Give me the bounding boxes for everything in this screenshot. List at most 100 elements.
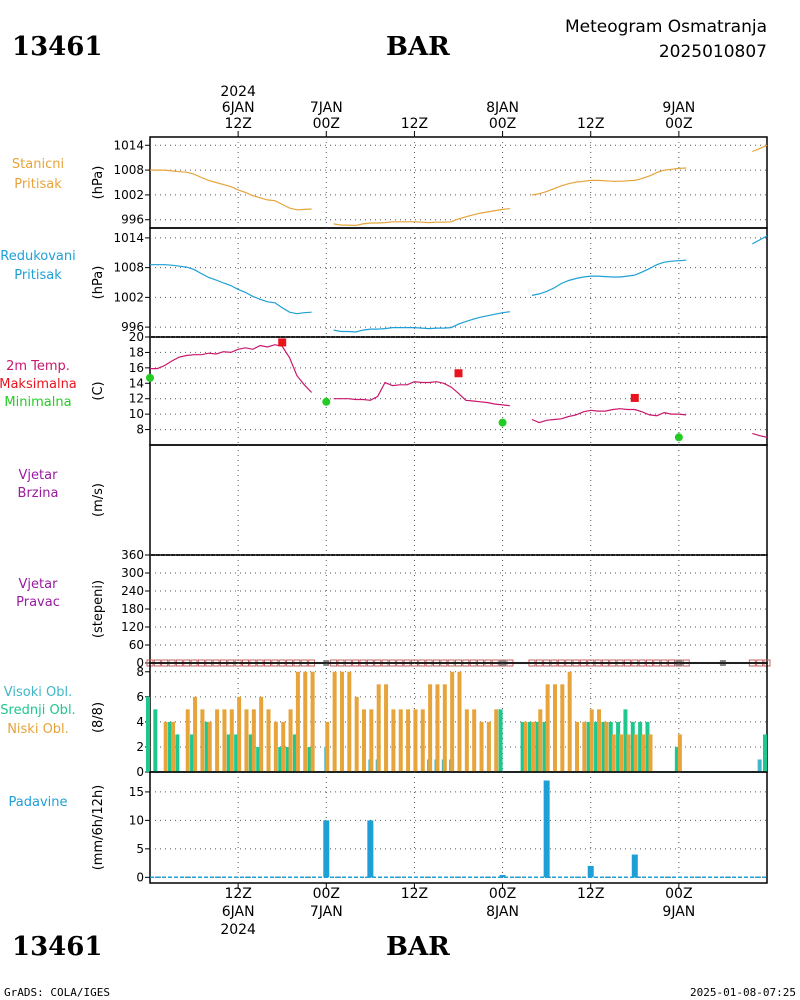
time-label-top: 00Z — [489, 116, 516, 132]
station-id-top: 13461 — [12, 32, 102, 62]
time-label-top: 2024 — [220, 84, 256, 100]
panel-wind-direction — [145, 554, 771, 667]
y-tick-label: 0 — [136, 870, 144, 884]
y-tick-label: 1014 — [113, 138, 144, 152]
panel-frame — [149, 336, 768, 446]
series-line-reduced-pressure — [333, 311, 510, 333]
panel-label: Padavine — [9, 795, 68, 810]
series-line-station-pressure — [531, 167, 687, 196]
axis-unit-label: (hPa) — [91, 166, 106, 200]
precip-bar — [499, 875, 506, 878]
cloud-bar — [542, 721, 547, 772]
cloud-bar — [630, 721, 635, 772]
y-tick-label: 10 — [129, 813, 144, 827]
panel-label: Visoki Obl. — [4, 685, 72, 700]
panel-label: Pritisak — [14, 177, 62, 192]
meteogram-title: Meteogram Osmatranja — [565, 17, 767, 37]
cloud-bar — [608, 721, 613, 772]
cloud-bar — [325, 721, 330, 772]
cloud-bar — [457, 671, 462, 772]
time-label-top: 8JAN — [486, 100, 519, 116]
cloud-bar — [406, 709, 411, 772]
cloud-bar — [310, 671, 315, 772]
cloud-bar — [523, 721, 528, 772]
y-tick-label: 1008 — [113, 163, 144, 177]
cloud-bar — [222, 709, 227, 772]
time-label-bottom: 00Z — [489, 886, 516, 902]
y-tick-label: 60 — [129, 638, 144, 652]
cloud-bar — [273, 721, 278, 772]
cloud-bar — [530, 721, 535, 772]
y-tick-label: 12 — [129, 392, 144, 406]
time-label-top: 00Z — [665, 116, 692, 132]
cloud-bar — [259, 696, 264, 772]
y-tick-label: 8 — [136, 423, 144, 437]
minimum-point — [674, 433, 683, 442]
cloud-bar — [347, 671, 352, 772]
footer-timestamp: 2025-01-08-07:25 — [690, 986, 796, 999]
panel-frame — [149, 444, 768, 556]
footer-credit: GrADS: COLA/IGES — [4, 986, 110, 999]
cloud-bar — [303, 671, 308, 772]
minimum-point — [322, 397, 331, 406]
cloud-bar — [674, 746, 679, 772]
panel-label: Pritisak — [14, 268, 62, 283]
time-label-top: 7JAN — [310, 100, 343, 116]
panel-label: Vjetar — [19, 468, 59, 483]
panel-clouds — [145, 662, 768, 773]
y-tick-label: 180 — [121, 602, 144, 616]
cloud-bar — [586, 721, 591, 772]
cloud-bar — [168, 721, 173, 772]
cloud-bar — [479, 721, 484, 772]
panel-label: Pravac — [16, 595, 60, 610]
panel-label: Niski Obl. — [7, 722, 69, 737]
series-line-temperature — [150, 344, 313, 393]
cloud-bar — [207, 721, 212, 772]
panel-label: Redukovani — [0, 249, 75, 264]
cloud-bar — [234, 734, 239, 772]
cloud-bar — [535, 721, 540, 772]
cloud-bar — [146, 696, 150, 772]
cloud-bar — [611, 734, 616, 772]
y-tick-label: 996 — [121, 213, 144, 227]
cloud-bar — [486, 721, 491, 772]
cloud-bar — [560, 684, 565, 772]
cloud-bar — [582, 721, 587, 772]
y-tick-label: 1014 — [113, 231, 144, 245]
cloud-bar — [648, 734, 653, 772]
panel-frame — [149, 227, 768, 338]
cloud-bar — [677, 734, 682, 772]
axis-unit-label: (hPa) — [91, 266, 106, 300]
station-name-bottom: BAR — [386, 932, 450, 962]
cloud-bar — [623, 709, 628, 772]
cloud-bar — [757, 759, 762, 772]
cloud-bar — [442, 684, 447, 772]
y-tick-label: 5 — [136, 842, 144, 856]
y-tick-label: 120 — [121, 620, 144, 634]
cloud-bar — [391, 709, 396, 772]
time-label-top: 12Z — [577, 116, 604, 132]
cloud-bar — [464, 709, 469, 772]
cloud-bar — [641, 734, 646, 772]
cloud-bar — [638, 721, 643, 772]
time-label-bottom: 7JAN — [310, 904, 343, 920]
y-tick-label: 10 — [129, 407, 144, 421]
y-tick-label: 1002 — [113, 188, 144, 202]
axis-unit-label: (C) — [91, 381, 106, 400]
cloud-bar — [420, 709, 425, 772]
cloud-bar — [413, 709, 418, 772]
panel-wind-speed — [149, 444, 768, 556]
cloud-bar — [604, 721, 609, 772]
time-label-top: 00Z — [313, 116, 340, 132]
panel-label: Maksimalna — [0, 377, 77, 392]
axis-unit-label: (mm/6h/12h) — [91, 785, 106, 871]
y-tick-label: 18 — [129, 345, 144, 359]
cloud-bar — [435, 684, 440, 772]
cloud-bar — [307, 746, 312, 772]
y-tick-label: 2 — [136, 740, 144, 754]
series-line-temperature — [531, 408, 687, 424]
cloud-bar — [244, 709, 249, 772]
time-label-bottom: 12Z — [401, 886, 428, 902]
maximum-point — [454, 369, 463, 378]
